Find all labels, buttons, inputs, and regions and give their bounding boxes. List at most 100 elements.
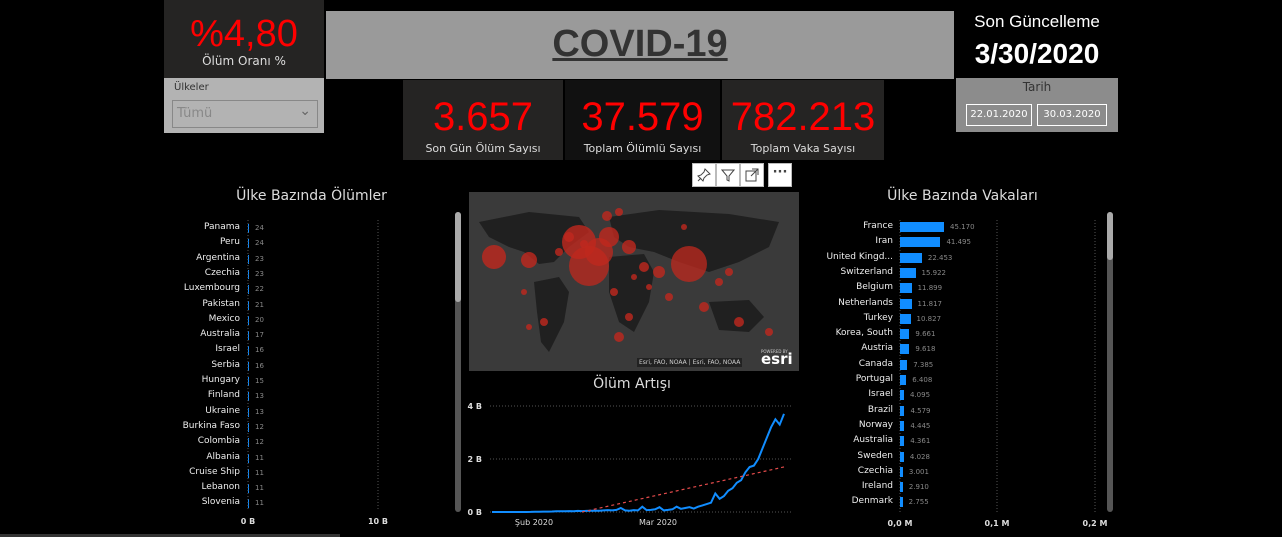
deaths-category-label: Burkina Faso [182, 420, 240, 431]
cases-category-label: Canada [858, 358, 893, 369]
country-dropdown[interactable]: Tümü ⌄ [172, 100, 318, 128]
deaths-category-label: Cruise Ship [189, 466, 240, 477]
deaths-bar[interactable] [248, 361, 249, 371]
date-slicer-label: Tarih [1022, 80, 1052, 94]
deaths-value-label: 23 [255, 269, 264, 278]
cases-bar[interactable] [900, 298, 912, 309]
cases-value-label: 3.001 [908, 467, 929, 476]
cases-bar[interactable] [900, 466, 903, 477]
deaths-axis: 0 B 10 B [241, 220, 388, 526]
deaths-value-label: 13 [255, 392, 264, 401]
total-deaths-label: Toplam Ölümlü Sayısı [583, 142, 702, 155]
last-update-date: 3/30/2020 [974, 38, 1100, 69]
cases-value-label: 11.817 [917, 299, 943, 308]
right-scrollbar[interactable] [1107, 212, 1113, 512]
more-options-icon[interactable]: ··· [768, 163, 792, 187]
cases-x-tick-2: 0,2 M [1083, 519, 1108, 528]
deaths-category-label: Finland [207, 390, 240, 401]
last-day-deaths-card: 3.657 Son Gün Ölüm Sayısı [403, 80, 563, 160]
death-growth-chart: Ölüm Artışı 4 B 2 B 0 B Şub 2020 Mar 202… [462, 374, 802, 534]
cases-category-label: Switzerland [840, 266, 894, 277]
deaths-value-label: 11 [255, 499, 264, 508]
cases-category-label: France [863, 221, 893, 231]
deaths-value-label: 11 [255, 453, 264, 462]
deaths-bar[interactable] [248, 239, 249, 249]
cases-category-label: Czechia [857, 465, 893, 476]
right-scrollbar-thumb[interactable] [1107, 212, 1113, 260]
deaths-bar[interactable] [248, 346, 249, 356]
cases-bar[interactable] [900, 497, 903, 508]
deaths-category-label: Australia [200, 329, 240, 340]
deaths-bar[interactable] [248, 484, 249, 494]
cases-value-label: 41.495 [946, 238, 971, 247]
deaths-chart-title: Ülke Bazında Ölümler [236, 188, 387, 204]
cases-bar[interactable] [900, 436, 905, 447]
cases-bar[interactable] [900, 313, 911, 324]
deaths-category-label: Serbia [211, 359, 240, 370]
cases-value-label: 2.910 [908, 483, 929, 492]
total-deaths-value: 37.579 [581, 95, 704, 139]
powered-by-label: POWERED BY [761, 349, 788, 354]
growth-x-tick-feb: Şub 2020 [515, 518, 553, 527]
growth-y-tick-0b: 0 B [468, 508, 482, 517]
cases-bar[interactable] [900, 267, 916, 278]
deaths-bar[interactable] [248, 331, 249, 341]
country-slicer: Ülkeler Tümü ⌄ [164, 78, 324, 133]
deaths-bar[interactable] [248, 377, 249, 386]
cases-bar[interactable] [900, 237, 941, 248]
deaths-value-label: 16 [255, 361, 264, 370]
deaths-x-tick-0: 0 B [241, 517, 255, 526]
cases-category-label: Australia [853, 435, 893, 446]
end-date-input[interactable]: 30.03.2020 [1037, 104, 1107, 126]
cases-category-label: Iran [875, 236, 893, 247]
deaths-bar[interactable] [248, 499, 249, 509]
map-canvas [479, 208, 779, 352]
deaths-bar[interactable] [248, 468, 249, 478]
cases-value-label: 10.827 [916, 314, 942, 323]
cases-category-label: Denmark [851, 496, 893, 507]
growth-x-tick-mar: Mar 2020 [639, 518, 677, 527]
cases-bar[interactable] [900, 451, 904, 462]
deaths-category-label: Luxembourg [183, 283, 240, 294]
cases-bar[interactable] [900, 329, 910, 340]
left-scrollbar-thumb[interactable] [455, 212, 461, 302]
focus-mode-icon[interactable] [740, 163, 764, 187]
deaths-bar[interactable] [248, 315, 249, 325]
start-date-input[interactable]: 22.01.2020 [966, 104, 1032, 126]
deaths-value-label: 24 [255, 224, 264, 232]
deaths-value-label: 17 [255, 331, 264, 340]
deaths-category-label: Lebanon [201, 482, 240, 493]
deaths-category-label: Pakistan [202, 298, 240, 309]
pin-icon[interactable] [692, 163, 716, 187]
page-title: COVID-19 [552, 23, 728, 65]
cases-bar[interactable] [900, 283, 912, 294]
cases-bar[interactable] [900, 420, 905, 431]
cases-bar[interactable] [900, 344, 910, 355]
deaths-bar[interactable] [248, 392, 249, 402]
deaths-value-label: 22 [255, 285, 264, 294]
last-day-deaths-value: 3.657 [432, 95, 534, 139]
cases-value-label: 2.755 [908, 498, 929, 507]
cases-value-label: 6.408 [912, 376, 933, 384]
deaths-value-label: 16 [255, 346, 264, 355]
cases-bar[interactable] [900, 252, 922, 263]
deaths-value-label: 13 [255, 407, 264, 416]
filter-icon[interactable] [716, 163, 740, 187]
world-map[interactable]: Esri, FAO, NOAA | Esri, FAO, NOAA POWERE… [469, 192, 799, 371]
deaths-value-label: 11 [255, 484, 264, 493]
cases-category-label: United Kingd... [826, 251, 893, 262]
esri-logo: esri [761, 350, 793, 368]
deaths-value-label: 12 [255, 438, 264, 447]
cases-bar[interactable] [900, 482, 903, 493]
cases-x-tick-0: 0,0 M [888, 519, 913, 528]
cases-bar[interactable] [900, 390, 904, 401]
cases-category-label: Ireland [861, 481, 893, 492]
cases-value-label: 15.922 [921, 268, 947, 277]
cases-bar[interactable] [900, 405, 905, 416]
cases-bar[interactable] [900, 375, 907, 385]
death-growth-line[interactable] [492, 413, 785, 513]
cases-bar[interactable] [900, 222, 945, 232]
deaths-bar[interactable] [248, 224, 249, 233]
cases-bar[interactable] [900, 359, 908, 370]
left-scrollbar[interactable] [455, 212, 461, 512]
